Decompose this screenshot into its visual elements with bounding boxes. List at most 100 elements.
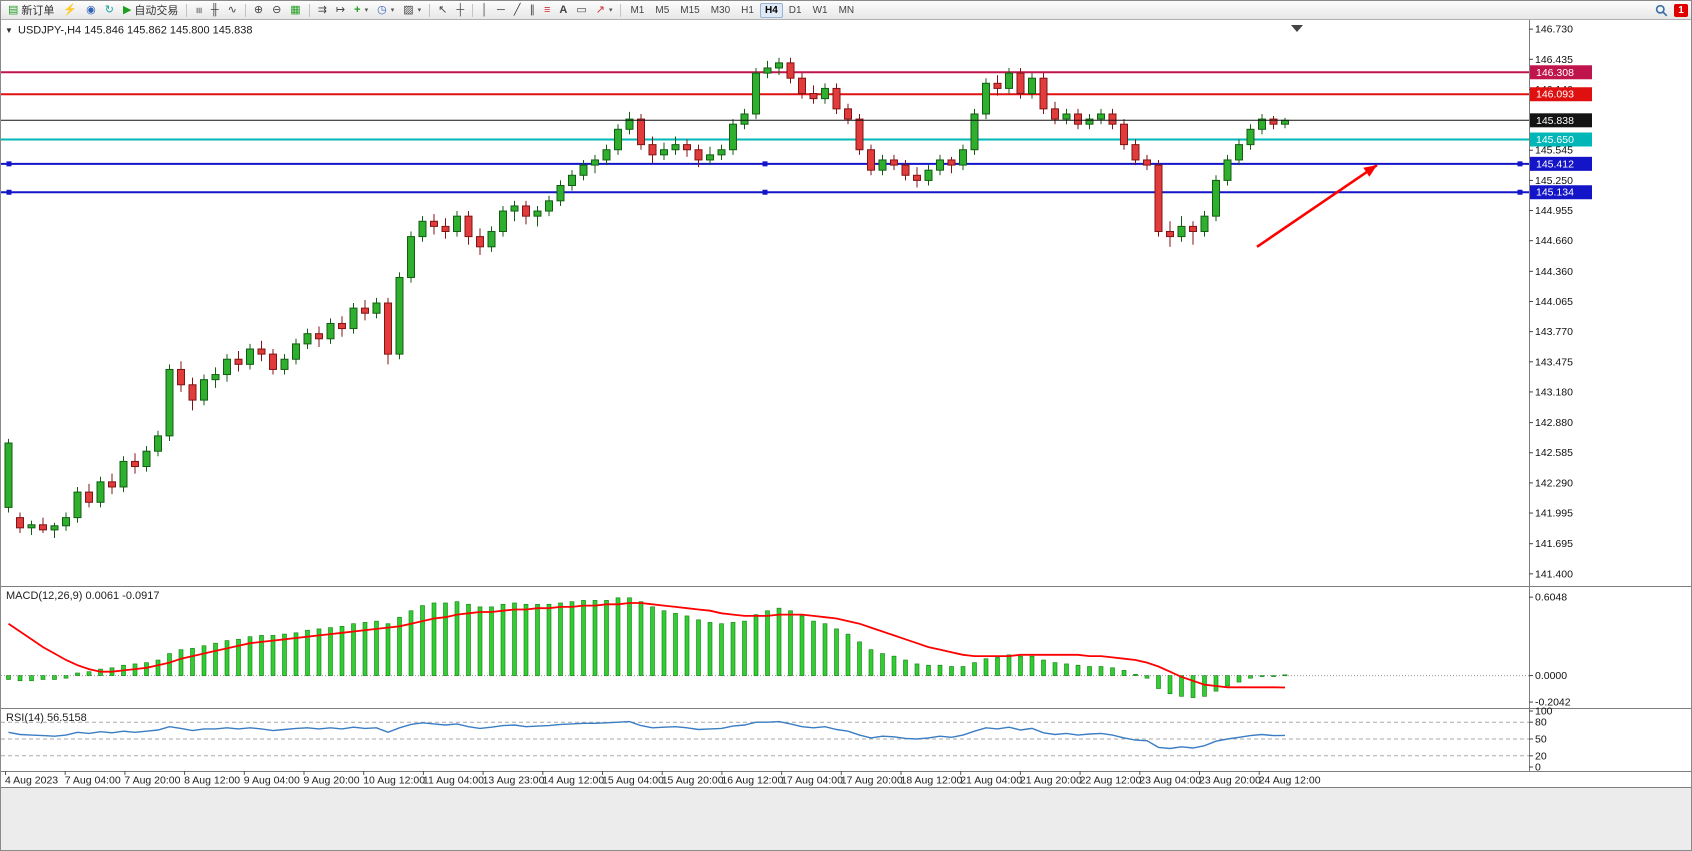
vertical-line-icon: │ [481,3,489,16]
line-handle[interactable] [6,189,12,195]
candle [522,205,530,217]
candle [177,368,185,386]
new-order-icon: ▤ [8,3,19,16]
line-handle[interactable] [6,161,12,167]
line-handle[interactable] [1517,161,1523,167]
timeframe-m5[interactable]: M5 [655,4,670,16]
chart-menu-icon[interactable]: ▼ [5,26,13,35]
candle [821,87,829,100]
new-chart-button[interactable]: ⚡ [59,2,81,19]
line-handle[interactable] [762,161,768,167]
auto-trading-button[interactable]: ▶ 自动交易 [119,2,182,19]
candle [625,118,634,130]
candle [441,225,450,232]
timeframe-h1[interactable]: H1 [741,4,754,16]
chevron-down-icon: ▾ [390,7,395,14]
price-tick-label: 144.360 [1535,266,1573,278]
text-label-button[interactable]: ▭ [572,2,590,19]
rsi-tick-label: 50 [1535,734,1547,746]
timeframe-m30[interactable]: M30 [710,4,731,16]
horizontal-line-button[interactable]: ─ [493,2,509,19]
macd-bar [1167,675,1173,695]
macd-bar [1202,675,1207,697]
timeframe-m1[interactable]: M1 [630,4,645,16]
crosshair-button[interactable]: ┼ [452,2,468,19]
auto-scroll-button[interactable]: ⇉ [314,2,331,19]
fibonacci-button[interactable]: ≡ [540,2,554,19]
price-marker-box [1530,156,1592,171]
macd-bar [1075,664,1081,676]
line-handle[interactable] [762,189,768,195]
macd-bar [454,601,460,676]
candle [752,72,760,115]
arrow-annotation-head[interactable] [1363,165,1377,177]
price-chart[interactable]: ▼ USDJPY-,H4 145.846 145.862 145.800 145.… [1,20,1692,851]
candle [556,185,565,202]
macd-bar [822,623,828,676]
new-order-button[interactable]: ▤ 新订单 [4,2,58,19]
zoom-out-button[interactable]: ⊖ [268,2,285,19]
macd-bar [926,664,931,676]
indicators-button[interactable]: + ▾ [350,2,372,19]
arrow-objects-button[interactable]: ↗ ▾ [592,2,617,19]
candle [476,236,484,248]
refresh-button[interactable]: ↻ [101,2,118,19]
macd-bar [914,663,920,676]
macd-bar [1225,675,1230,687]
candle [671,144,680,151]
timeframe-mn[interactable]: MN [838,4,855,16]
notification-badge[interactable]: 1 [1674,4,1688,17]
text-button[interactable]: A [555,2,571,19]
timeframe-d1[interactable]: D1 [788,4,802,16]
timeframe-m15[interactable]: M15 [680,4,700,16]
candle [96,481,105,503]
horizontal-line-icon: ─ [497,3,505,16]
periods-button[interactable]: ◷ ▾ [373,2,398,19]
candle [1143,159,1151,166]
macd-bar [282,633,287,676]
search-button[interactable] [1655,4,1668,17]
vertical-line-button[interactable]: │ [477,2,492,19]
arrow-annotation[interactable] [1256,163,1378,248]
candle [982,82,990,115]
toolbar-separator [244,3,246,17]
macd-bar [673,613,678,676]
price-tick-label: 142.290 [1535,477,1573,489]
candle [1085,118,1094,125]
macd-label: MACD(12,26,9) 0.0061 -0.0917 [6,590,159,602]
macd-bar [247,636,253,676]
bar-chart-icon: ≡ [193,6,206,14]
candle [614,128,622,151]
profiles-button[interactable]: ◉ [82,2,100,19]
macd-bar [259,635,264,676]
macd-bar [466,603,471,676]
zoom-in-button[interactable]: ⊕ [250,2,267,19]
templates-button[interactable]: ▨ ▾ [399,2,425,19]
timeframe-h4[interactable]: H4 [759,2,783,18]
candle [959,149,967,166]
chart-shift-marker[interactable] [1291,25,1303,32]
macd-bar [52,675,57,680]
line-handle[interactable] [1517,189,1523,195]
trendline-button[interactable]: ╱ [510,2,525,19]
timeframe-w1[interactable]: W1 [812,4,828,16]
candle [1074,113,1082,125]
candle [786,62,795,79]
tile-windows-button[interactable]: ▦ [286,2,304,19]
cursor-button[interactable]: ↖ [434,2,451,19]
macd-bar [1018,655,1023,676]
macd-bar [1213,675,1219,692]
channel-button[interactable]: ∥ [525,2,539,19]
candlestick-chart-button[interactable]: ╫ [207,2,223,19]
chart-shift-button[interactable]: ↦ [332,2,349,19]
candle [1258,118,1266,130]
macd-bar [86,671,92,676]
bar-chart-button[interactable]: ≡ [191,2,205,19]
line-chart-button[interactable]: ∿ [224,2,241,19]
candle [890,159,898,166]
candle [545,200,553,212]
candle [62,517,70,527]
macd-bar [569,601,575,676]
time-label: 17 Aug 20:00 [841,775,903,787]
channel-icon: ∥ [529,3,535,16]
